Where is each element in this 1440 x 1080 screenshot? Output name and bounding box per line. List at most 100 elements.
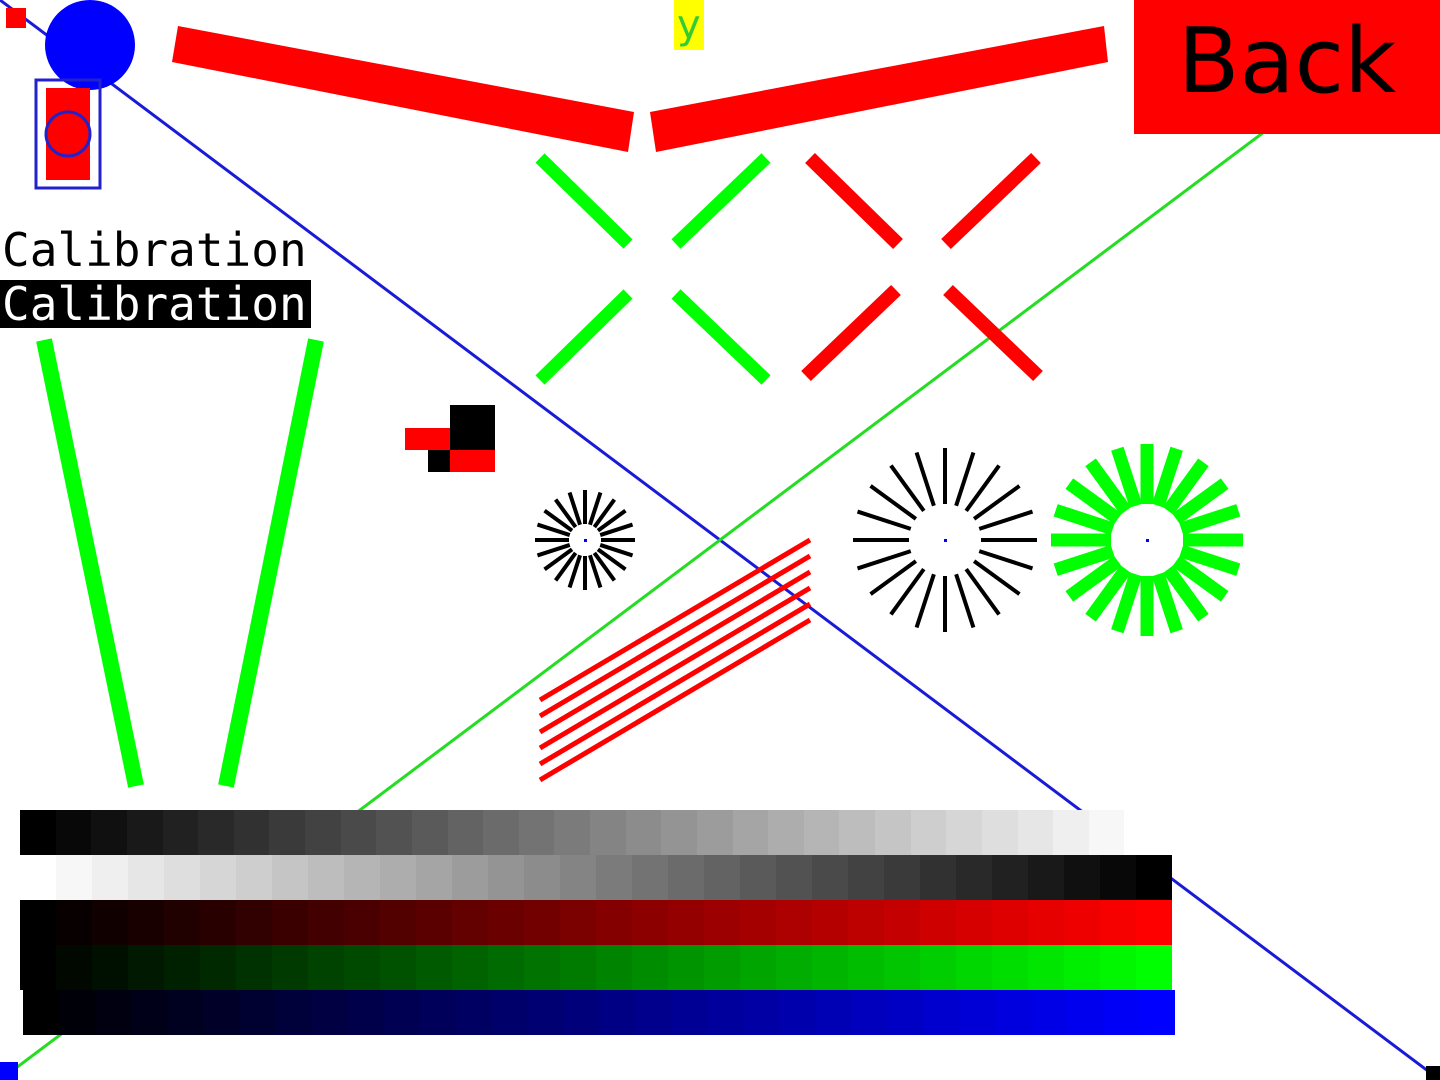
starburst-center bbox=[1146, 539, 1149, 542]
gradient-step bbox=[596, 900, 632, 945]
gradient-step bbox=[452, 945, 488, 990]
gradient-strip-green bbox=[20, 945, 1172, 990]
gradient-step bbox=[200, 900, 236, 945]
gradient-step bbox=[233, 810, 270, 855]
gradient-step bbox=[776, 855, 812, 900]
starburst-ray bbox=[972, 484, 1021, 521]
starburst-ray bbox=[954, 573, 976, 629]
hatch-line bbox=[538, 553, 812, 719]
starburst-ray bbox=[972, 559, 1021, 596]
gradient-step bbox=[560, 855, 596, 900]
gradient-step bbox=[560, 945, 596, 990]
red-bar-right bbox=[650, 26, 1108, 152]
starburst-ray bbox=[856, 509, 912, 531]
gradient-step bbox=[1017, 810, 1054, 855]
gradient-step bbox=[416, 900, 452, 945]
starburst-ray bbox=[1053, 544, 1115, 576]
gradient-step bbox=[740, 945, 776, 990]
gradient-step bbox=[632, 945, 668, 990]
gradient-step bbox=[1100, 855, 1136, 900]
starburst-medium bbox=[853, 448, 1037, 632]
starburst-ray bbox=[1111, 572, 1143, 634]
starburst-ray bbox=[543, 508, 574, 533]
gradient-step bbox=[344, 900, 380, 945]
gradient-step bbox=[740, 855, 776, 900]
gradient-step bbox=[1103, 990, 1139, 1035]
gradient-step bbox=[884, 900, 920, 945]
gradient-step bbox=[563, 990, 599, 1035]
starburst-ray bbox=[592, 551, 617, 582]
starburst-ray bbox=[599, 522, 634, 537]
gradient-step bbox=[803, 810, 840, 855]
gradient-step bbox=[239, 990, 275, 1035]
starburst-ray bbox=[567, 554, 582, 589]
blue-box-outline bbox=[34, 78, 102, 190]
gradient-step bbox=[812, 945, 848, 990]
red-x-stroke-1 bbox=[805, 152, 903, 250]
gradient-step bbox=[203, 990, 239, 1035]
starburst-ray bbox=[1162, 565, 1209, 622]
gradient-step bbox=[851, 990, 887, 1035]
gradient-step bbox=[416, 855, 452, 900]
gradient-step bbox=[20, 900, 56, 945]
back-button[interactable]: Back bbox=[1134, 0, 1440, 134]
gradient-step bbox=[308, 855, 344, 900]
gradient-step bbox=[848, 945, 884, 990]
red-x-stroke-4 bbox=[943, 284, 1043, 382]
gradient-step bbox=[1139, 990, 1175, 1035]
gradient-step bbox=[305, 810, 341, 855]
starburst-ray bbox=[1179, 544, 1241, 576]
green-x-stroke-1 bbox=[535, 153, 633, 249]
starburst-ray bbox=[592, 498, 617, 529]
gradient-step bbox=[483, 810, 519, 855]
gradient-step bbox=[56, 855, 92, 900]
axis-marker-y: y bbox=[674, 0, 704, 50]
gradient-strip-red bbox=[20, 900, 1172, 945]
gradient-step bbox=[380, 900, 416, 945]
gradient-step bbox=[416, 945, 452, 990]
starburst-ray bbox=[536, 522, 571, 537]
starburst-ray bbox=[599, 543, 634, 558]
gradient-step bbox=[632, 855, 668, 900]
gradient-step bbox=[128, 900, 164, 945]
gradient-step bbox=[776, 900, 812, 945]
gradient-step bbox=[269, 810, 305, 855]
gradient-step bbox=[599, 990, 635, 1035]
gradient-step bbox=[164, 855, 200, 900]
starburst-ray bbox=[596, 508, 627, 533]
gradient-step bbox=[524, 945, 560, 990]
red-hatch-pattern bbox=[538, 537, 812, 783]
gradient-step bbox=[198, 810, 234, 855]
gradient-step bbox=[419, 990, 455, 1035]
gradient-step bbox=[236, 855, 272, 900]
gradient-step bbox=[383, 990, 419, 1035]
gradient-step bbox=[311, 990, 347, 1035]
starburst-ray bbox=[1085, 565, 1132, 622]
gradient-step bbox=[959, 990, 995, 1035]
starburst-ray bbox=[1172, 478, 1229, 525]
gradient-step bbox=[518, 810, 555, 855]
gradient-step bbox=[1064, 945, 1100, 990]
gradient-step bbox=[920, 855, 956, 900]
gradient-step bbox=[1031, 990, 1067, 1035]
gradient-step bbox=[488, 900, 524, 945]
gradient-step bbox=[848, 900, 884, 945]
green-x-stroke-3 bbox=[535, 289, 633, 385]
gradient-step bbox=[1136, 855, 1172, 900]
hatch-line bbox=[538, 601, 812, 767]
gradient-step bbox=[812, 900, 848, 945]
starburst-ray bbox=[1085, 458, 1132, 515]
gradient-step bbox=[164, 900, 200, 945]
green-leg-right bbox=[218, 338, 324, 788]
red-x-stroke-3 bbox=[801, 284, 901, 382]
starburst-green bbox=[1051, 444, 1243, 636]
gradient-step bbox=[740, 900, 776, 945]
blue-circle bbox=[45, 0, 135, 90]
gradient-step bbox=[452, 900, 488, 945]
hatch-line bbox=[538, 585, 812, 751]
starburst-ray bbox=[1151, 446, 1183, 508]
gradient-step bbox=[347, 990, 383, 1035]
gradient-step bbox=[956, 900, 992, 945]
gradient-step bbox=[1100, 900, 1136, 945]
checker-black-bottom bbox=[428, 450, 450, 472]
